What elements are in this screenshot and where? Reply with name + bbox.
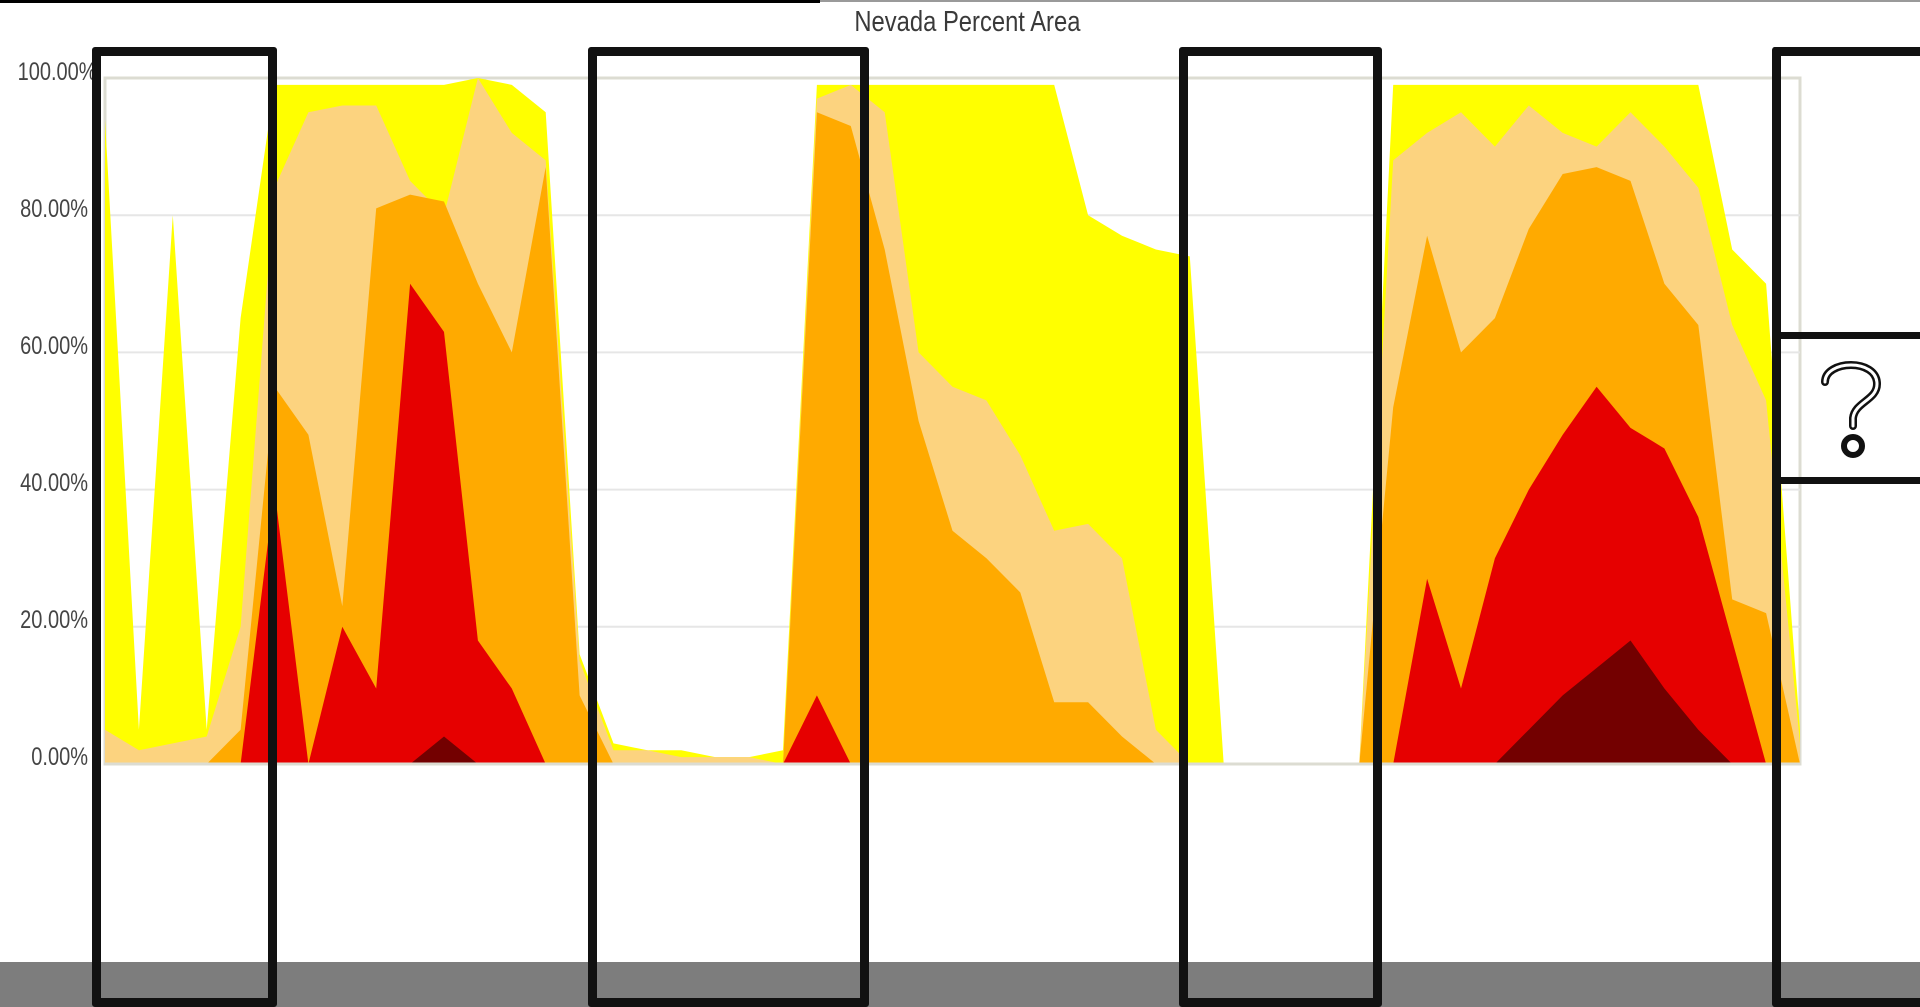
y-tick-label: 0.00% <box>31 743 88 771</box>
y-tick-label: 100.00% <box>17 58 97 86</box>
question-mark-panel <box>1781 332 1920 484</box>
y-tick-label: 40.00% <box>20 469 88 497</box>
top-border-dark <box>0 0 820 3</box>
hidden-region-box-2 <box>588 47 869 1007</box>
bottom-gray-bar <box>0 962 1920 1007</box>
top-border-light <box>820 0 1920 2</box>
y-tick-label: 80.00% <box>20 195 88 223</box>
hidden-region-box-3 <box>1179 47 1382 1007</box>
question-mark-icon <box>1820 361 1881 458</box>
chart-title: Nevada Percent Area <box>854 6 1081 38</box>
hidden-region-box-4 <box>1772 47 1920 1007</box>
hidden-region-box-1 <box>92 47 277 1007</box>
area-series-5 <box>105 640 1800 764</box>
y-tick-label: 20.00% <box>20 606 88 634</box>
y-tick-label: 60.00% <box>20 332 88 360</box>
